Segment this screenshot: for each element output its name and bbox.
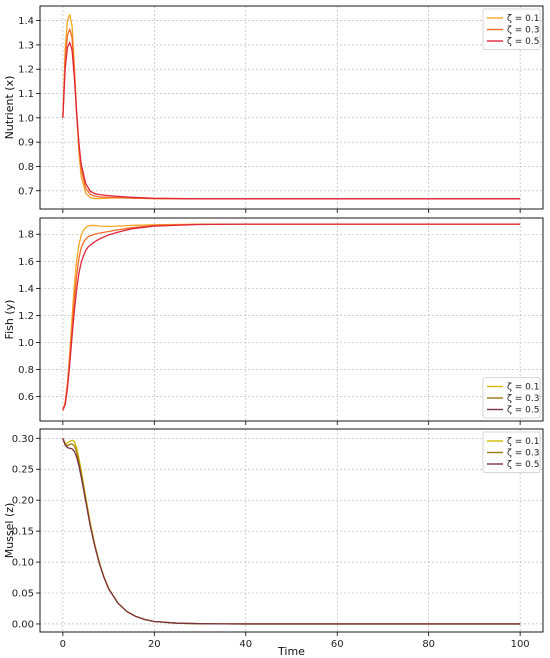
x-axis-label: Time	[277, 645, 305, 658]
series-line	[62, 438, 521, 625]
y-tick-label: 1.6	[18, 257, 34, 268]
y-axis-label: Fish (y)	[3, 300, 16, 340]
y-axis-label: Mussel (z)	[3, 503, 16, 559]
y-tick-label: 0.00	[12, 619, 34, 630]
legend-label: ζ = 0.5	[507, 406, 539, 416]
legend-label: ζ = 0.1	[507, 14, 539, 24]
series-group	[62, 223, 521, 411]
y-tick-label: 0.6	[18, 392, 34, 403]
y-tick-label: 1.0	[18, 338, 34, 349]
series-line	[62, 438, 521, 625]
y-tick-label: 1.1	[18, 89, 34, 100]
axes-frame	[39, 5, 544, 210]
y-tick-label: 0.15	[12, 527, 34, 538]
y-tick-label: 0.30	[12, 434, 34, 445]
axes-frame	[39, 428, 544, 633]
series-line	[62, 223, 521, 411]
legend-label: ζ = 0.3	[507, 394, 539, 404]
x-tick-label: 40	[239, 639, 252, 650]
x-tick-label: 20	[148, 639, 161, 650]
series-line	[62, 13, 521, 200]
legend-label: ζ = 0.3	[507, 449, 539, 459]
panel-mussel: 0.00 0.05 0.10 0.15 0.20 0.25 0.30 Mussel (z) ζ …	[3, 428, 544, 658]
y-tick-label: 0.05	[12, 589, 34, 600]
legend-label: ζ = 0.5	[507, 37, 539, 47]
series-line	[62, 41, 521, 200]
legend-frame	[482, 431, 541, 473]
y-axis-label: Nutrient (x)	[3, 76, 16, 140]
y-tick-label: 0.7	[18, 186, 34, 197]
legend-label: ζ = 0.1	[507, 383, 539, 393]
x-tick-label: 100	[511, 639, 530, 650]
y-tick-label: 1.4	[18, 284, 34, 295]
panel-nutrient: 0.7 0.8 0.9 1.0 1.1 1.2 1.3 1.4 Nutrient (x) ζ = …	[3, 5, 544, 213]
legend-label: ζ = 0.5	[507, 460, 539, 470]
y-tick-label: 1.8	[18, 230, 34, 241]
y-tick-label: 1.4	[18, 16, 34, 27]
y-tick-label: 0.25	[12, 465, 34, 476]
series-group	[62, 438, 521, 625]
legend-label: ζ = 0.3	[507, 26, 539, 36]
y-tick-label: 1.0	[18, 113, 34, 124]
x-tick-label: 60	[331, 639, 344, 650]
legend-frame	[482, 377, 541, 419]
series-line	[62, 438, 521, 625]
legend-label: ζ = 0.1	[507, 437, 539, 447]
y-tick-label: 0.20	[12, 496, 34, 507]
legend-frame	[482, 8, 541, 50]
legend: ζ = 0.1 ζ = 0.3ζ = 0.5	[482, 431, 541, 473]
y-tick-label: 1.2	[18, 311, 34, 322]
series-line	[62, 223, 521, 411]
series-group	[62, 13, 521, 200]
x-tick-label: 0	[60, 639, 66, 650]
y-tick-label: 1.3	[18, 40, 34, 51]
y-tick-label: 0.8	[18, 162, 34, 173]
axes-frame	[39, 217, 544, 422]
series-line	[62, 223, 521, 411]
series-line	[62, 28, 521, 200]
legend: ζ = 0.1 ζ = 0.3ζ = 0.5	[482, 8, 541, 50]
y-tick-label: 1.2	[18, 65, 34, 76]
y-tick-label: 0.9	[18, 138, 34, 149]
y-tick-label: 0.8	[18, 365, 34, 376]
legend: ζ = 0.1ζ = 0.3 ζ = 0.5	[482, 377, 541, 419]
y-tick-label: 0.10	[12, 558, 34, 569]
x-tick-label: 80	[422, 639, 435, 650]
